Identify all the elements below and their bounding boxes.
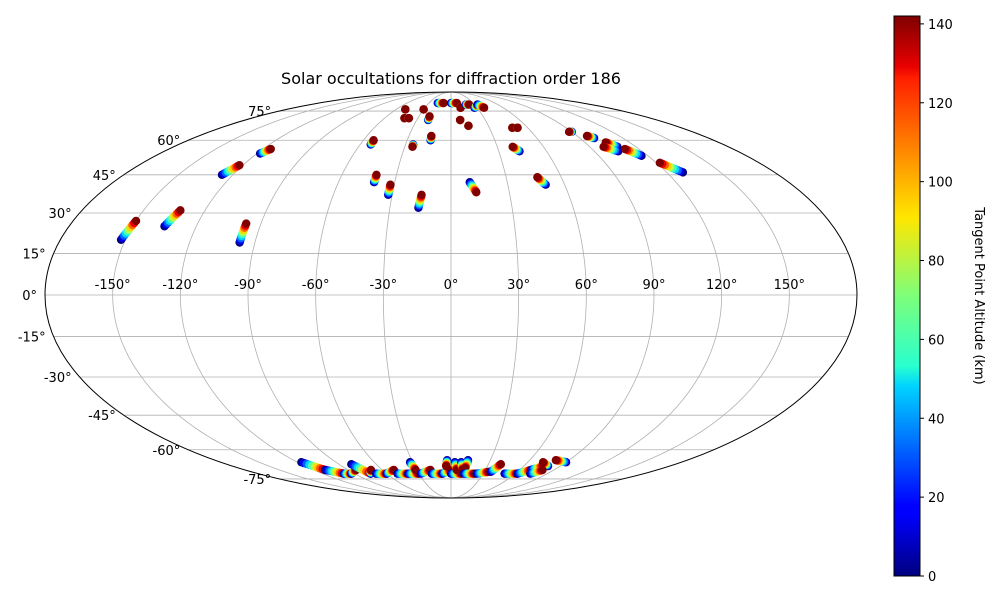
map-outline bbox=[44, 91, 858, 499]
latitude-tick-label: 75° bbox=[248, 105, 271, 120]
latitude-tick-label: 30° bbox=[49, 207, 72, 222]
longitude-tick-label: 30° bbox=[507, 278, 530, 293]
latitude-labels: 75° 60° 45° 30° 15° 0° -15° -30° -45° -60° -75° bbox=[18, 105, 271, 488]
colorbar-ticks: 0 20 40 60 80 100 120 140 bbox=[920, 18, 953, 585]
colorbar-tick-label: 20 bbox=[928, 491, 945, 506]
occultation-point bbox=[551, 456, 561, 465]
occultation-point bbox=[425, 112, 434, 121]
occultation-point bbox=[538, 465, 547, 475]
occultation-point bbox=[372, 170, 381, 180]
data-points bbox=[116, 98, 688, 478]
occultation-point bbox=[508, 142, 517, 151]
occultation-point bbox=[496, 460, 506, 469]
occultation-point bbox=[439, 98, 448, 108]
longitude-tick-label: 120° bbox=[706, 278, 737, 293]
occultation-point bbox=[472, 188, 481, 197]
chart-title: Solar occultations for diffraction order… bbox=[281, 69, 621, 88]
colorbar-tick-label: 40 bbox=[928, 412, 945, 427]
colorbar-tick-label: 140 bbox=[928, 18, 953, 33]
longitude-tick-label: -90° bbox=[234, 278, 262, 293]
longitude-tick-label: 150° bbox=[774, 278, 805, 293]
longitude-tick-label: 0° bbox=[444, 278, 459, 293]
latitude-tick-label: -60° bbox=[153, 444, 181, 459]
latitude-tick-label: -75° bbox=[243, 473, 271, 488]
occultation-point bbox=[419, 105, 428, 114]
colorbar-tick-label: 100 bbox=[928, 176, 953, 191]
occultation-point bbox=[599, 142, 608, 151]
longitude-tick-label: -120° bbox=[162, 278, 198, 293]
colorbar-tick-label: 120 bbox=[928, 97, 953, 112]
latitude-tick-label: 60° bbox=[157, 134, 180, 149]
occultation-point bbox=[427, 131, 436, 141]
longitude-tick-label: 90° bbox=[642, 278, 665, 293]
occultation-point bbox=[417, 190, 426, 200]
latitude-tick-label: -45° bbox=[88, 409, 116, 424]
occultation-point bbox=[655, 158, 665, 168]
longitude-tick-label: 60° bbox=[575, 278, 598, 293]
occultation-point bbox=[369, 136, 378, 145]
occultation-point bbox=[266, 144, 275, 154]
colorbar-tick-label: 0 bbox=[928, 570, 936, 585]
occultation-point bbox=[464, 121, 473, 130]
occultation-point bbox=[513, 123, 522, 132]
occultation-point bbox=[582, 131, 592, 141]
occultation-point bbox=[564, 127, 574, 137]
colorbar bbox=[893, 15, 921, 577]
latitude-tick-label: -15° bbox=[18, 331, 46, 346]
occultation-point bbox=[131, 216, 141, 226]
occultation-point bbox=[620, 144, 630, 154]
occultation-point bbox=[176, 206, 185, 215]
occultation-point bbox=[235, 160, 244, 170]
graticule bbox=[45, 92, 857, 498]
occultation-point bbox=[408, 142, 417, 151]
latitude-tick-label: 15° bbox=[23, 247, 46, 262]
occultation-point bbox=[538, 458, 548, 467]
occultation-point bbox=[401, 105, 410, 114]
longitude-labels: -150° -120° -90° -60° -30° 0° 30° 60° 90° 120° 150… bbox=[95, 278, 805, 293]
longitude-tick-label: -150° bbox=[95, 278, 131, 293]
occultation-point bbox=[533, 173, 542, 182]
occultation-point bbox=[404, 113, 414, 123]
occultation-point bbox=[386, 180, 395, 189]
colorbar-tick-label: 80 bbox=[928, 255, 945, 270]
longitude-tick-label: -30° bbox=[369, 278, 397, 293]
colorbar-tick-label: 60 bbox=[928, 333, 945, 348]
longitude-tick-label: -60° bbox=[302, 278, 330, 293]
colorbar-label: Tangent Point Altitude (km) bbox=[971, 206, 986, 384]
occultation-point bbox=[479, 103, 489, 112]
latitude-tick-label: -30° bbox=[44, 371, 72, 386]
latitude-tick-label: 45° bbox=[93, 169, 116, 184]
occultation-point bbox=[441, 461, 451, 471]
occultation-point bbox=[455, 115, 465, 125]
latitude-tick-label: 0° bbox=[22, 289, 37, 304]
occultation-point bbox=[241, 219, 251, 228]
